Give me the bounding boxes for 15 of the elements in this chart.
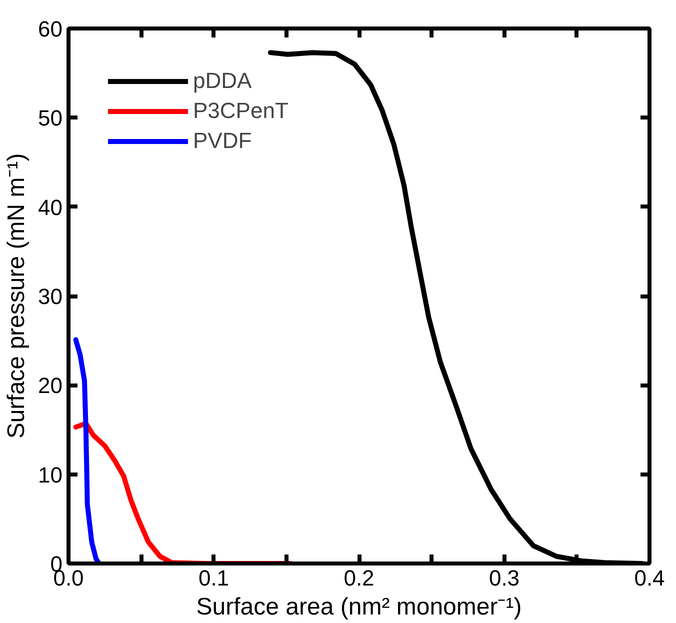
legend-label: PVDF — [193, 128, 252, 154]
y-tick-label: 40 — [38, 194, 63, 220]
y-tick-label: 50 — [38, 106, 63, 131]
y-tick-label: 60 — [38, 16, 63, 42]
x-tick-label: 0.2 — [344, 566, 374, 590]
y-tick-label: 10 — [38, 462, 63, 488]
y-tick-label: 30 — [38, 284, 63, 309]
x-axis-title: Surface area (nm² monomer⁻¹) — [196, 594, 522, 620]
y-axis-title: Surface pressure (mN m⁻¹) — [3, 153, 30, 439]
legend-label: pDDA — [193, 68, 252, 94]
legend-label: P3CPenT — [193, 98, 288, 124]
x-tick-label: 0.4 — [634, 566, 665, 590]
y-tick-label: 20 — [38, 373, 63, 398]
x-tick-label: 0.3 — [488, 566, 520, 590]
x-tick-label: 0.1 — [198, 566, 230, 590]
